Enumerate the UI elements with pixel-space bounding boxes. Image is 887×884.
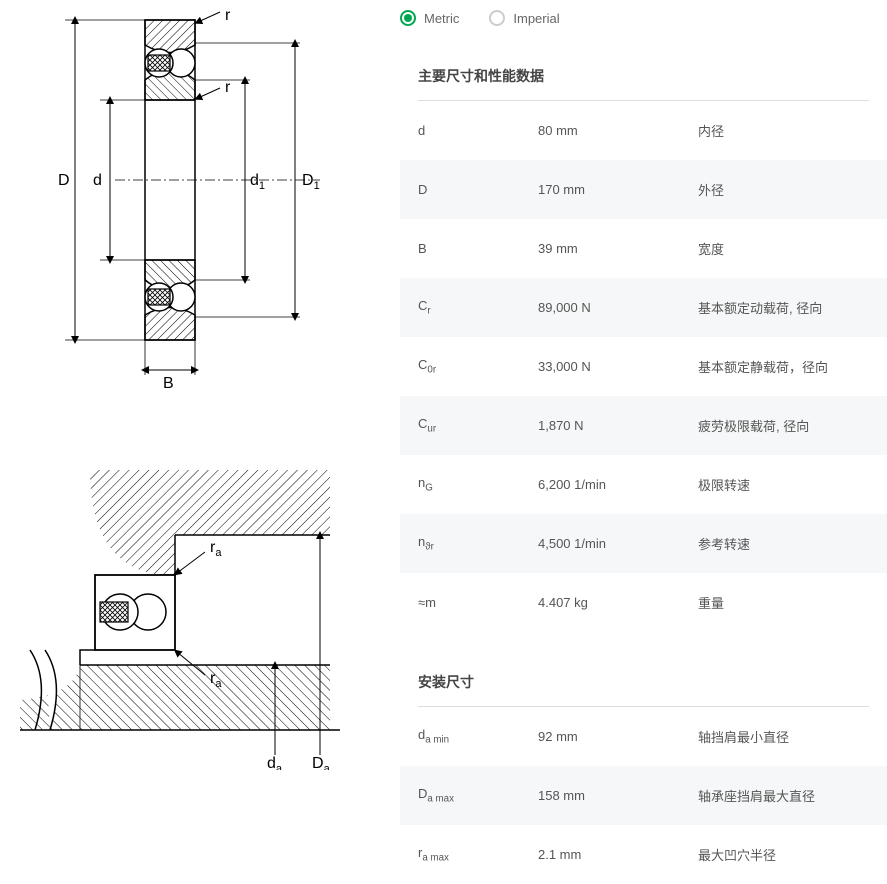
spec-description: 基本额定动载荷, 径向 <box>680 278 887 337</box>
spec-value: 158 mm <box>520 766 680 825</box>
label-r-top: r <box>225 10 231 24</box>
label-D: D <box>58 172 70 189</box>
radio-label: Metric <box>424 11 459 26</box>
label-Da: Da <box>312 755 331 770</box>
table-row: ≈m4.407 kg重量 <box>400 573 887 632</box>
table-row: C0r33,000 N基本额定静载荷，径向 <box>400 337 887 396</box>
bearing-section-diagram: r r D d d1 <box>20 10 340 390</box>
spec-description: 基本额定静载荷，径向 <box>680 337 887 396</box>
spec-description: 轴承座挡肩最大直径 <box>680 766 887 825</box>
spec-symbol: d <box>400 101 520 160</box>
section-title-mounting: 安装尺寸 <box>400 662 887 702</box>
spec-symbol: Cr <box>400 278 520 337</box>
label-ra-top: ra <box>210 539 222 559</box>
spec-value: 4,500 1/min <box>520 514 680 573</box>
spec-value: 6,200 1/min <box>520 455 680 514</box>
table-row: da min92 mm轴挡肩最小直径 <box>400 707 887 766</box>
radio-icon <box>489 10 505 26</box>
spec-symbol: Da max <box>400 766 520 825</box>
table-row: nϑr4,500 1/min参考转速 <box>400 514 887 573</box>
label-D1: D1 <box>302 172 320 192</box>
section-title-main: 主要尺寸和性能数据 <box>400 56 887 96</box>
unit-toggle: Metric Imperial <box>400 10 887 26</box>
spec-description: 内径 <box>680 101 887 160</box>
spec-value: 4.407 kg <box>520 573 680 632</box>
spec-symbol: nG <box>400 455 520 514</box>
spec-value: 39 mm <box>520 219 680 278</box>
spec-symbol: nϑr <box>400 514 520 573</box>
label-r-inner: r <box>225 79 231 96</box>
mounting-detail-diagram: ra ra da Da <box>20 470 340 770</box>
spec-description: 轴挡肩最小直径 <box>680 707 887 766</box>
spec-description: 重量 <box>680 573 887 632</box>
spec-value: 92 mm <box>520 707 680 766</box>
table-row: d80 mm内径 <box>400 101 887 160</box>
spec-description: 疲劳极限载荷, 径向 <box>680 396 887 455</box>
table-row: nG6,200 1/min极限转速 <box>400 455 887 514</box>
spec-value: 1,870 N <box>520 396 680 455</box>
spec-symbol: da min <box>400 707 520 766</box>
spec-symbol: Cur <box>400 396 520 455</box>
spec-value: 89,000 N <box>520 278 680 337</box>
diagram-column: r r D d d1 <box>0 0 380 884</box>
spec-description: 极限转速 <box>680 455 887 514</box>
spec-table-mounting: da min92 mm轴挡肩最小直径Da max158 mm轴承座挡肩最大直径r… <box>400 707 887 884</box>
table-row: Cr89,000 N基本额定动载荷, 径向 <box>400 278 887 337</box>
label-B: B <box>163 375 174 390</box>
spec-description: 外径 <box>680 160 887 219</box>
label-da: da <box>267 755 283 770</box>
label-d: d <box>93 172 102 189</box>
unit-metric-radio[interactable]: Metric <box>400 10 459 26</box>
spec-symbol: C0r <box>400 337 520 396</box>
spec-symbol: B <box>400 219 520 278</box>
table-row: B39 mm宽度 <box>400 219 887 278</box>
spec-table-main: d80 mm内径D170 mm外径B39 mm宽度Cr89,000 N基本额定动… <box>400 101 887 632</box>
spec-value: 170 mm <box>520 160 680 219</box>
unit-imperial-radio[interactable]: Imperial <box>489 10 559 26</box>
spec-description: 宽度 <box>680 219 887 278</box>
label-d1: d1 <box>250 172 265 192</box>
table-row: Da max158 mm轴承座挡肩最大直径 <box>400 766 887 825</box>
spec-value: 80 mm <box>520 101 680 160</box>
table-row: Cur1,870 N疲劳极限载荷, 径向 <box>400 396 887 455</box>
radio-icon <box>400 10 416 26</box>
table-row: D170 mm外径 <box>400 160 887 219</box>
spec-value: 33,000 N <box>520 337 680 396</box>
spec-symbol: D <box>400 160 520 219</box>
spec-description: 参考转速 <box>680 514 887 573</box>
spec-symbol: ≈m <box>400 573 520 632</box>
radio-label: Imperial <box>513 11 559 26</box>
specs-column: Metric Imperial 主要尺寸和性能数据 d80 mm内径D170 m… <box>380 0 887 884</box>
